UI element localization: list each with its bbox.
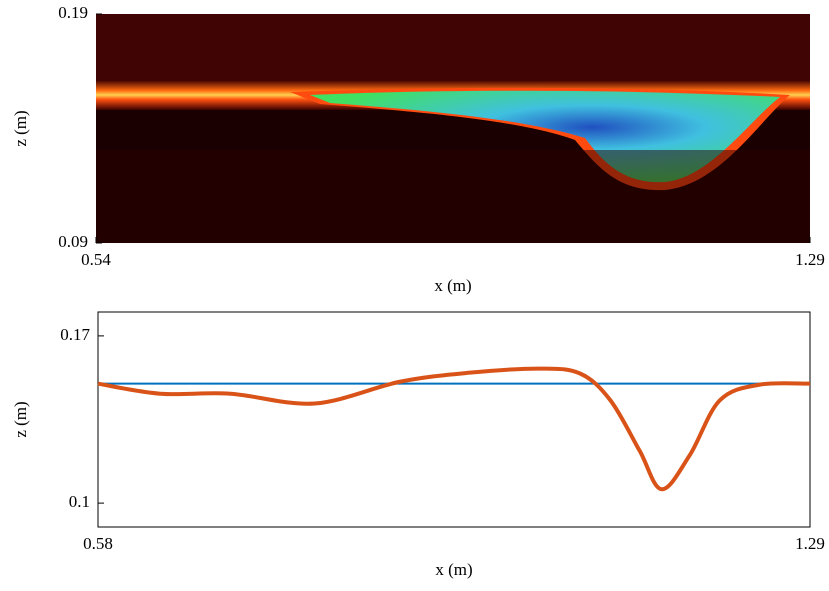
x-tick-label: 0.58 bbox=[83, 534, 113, 553]
x-axis-label: x (m) bbox=[434, 276, 471, 295]
y-tick-label: 0.17 bbox=[60, 325, 90, 344]
y-axis-label: z (m) bbox=[11, 401, 30, 437]
y-tick-label: 0.1 bbox=[69, 492, 90, 511]
y-tick-label: 0.09 bbox=[58, 232, 88, 251]
image-upper-region bbox=[96, 14, 810, 84]
plot-frame bbox=[98, 312, 810, 527]
image-panel bbox=[96, 14, 810, 243]
line-series bbox=[98, 369, 810, 490]
figure: 0.54 1.29 0.09 0.19 x (m) z (m) 0.58 1.29 0.1 0.1… bbox=[0, 0, 829, 586]
image-lower-region bbox=[96, 150, 810, 243]
x-tick-label: 1.29 bbox=[795, 250, 825, 269]
y-axis-label: z (m) bbox=[11, 110, 30, 146]
x-tick-label: 1.29 bbox=[795, 534, 825, 553]
x-tick-label: 0.54 bbox=[81, 250, 111, 269]
y-tick-label: 0.19 bbox=[58, 3, 88, 22]
x-axis-label: x (m) bbox=[435, 560, 472, 579]
